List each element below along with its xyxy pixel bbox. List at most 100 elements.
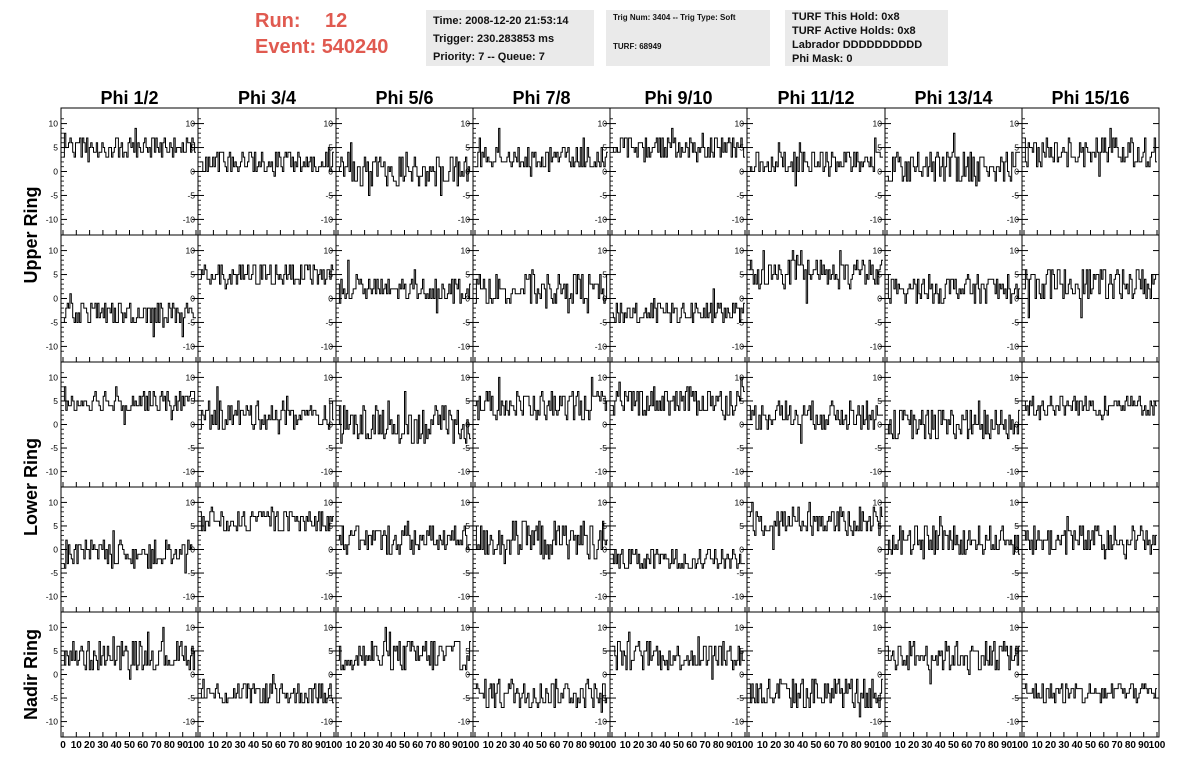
y-tick-label: 10 bbox=[1010, 119, 1020, 129]
y-tick-label: 10 bbox=[1010, 497, 1020, 507]
y-tick-label: 10 bbox=[49, 119, 59, 129]
y-tick-label: 0 bbox=[328, 167, 333, 177]
y-tick-label: -10 bbox=[870, 214, 883, 224]
y-tick-label: 10 bbox=[461, 497, 471, 507]
y-tick-label: 5 bbox=[53, 521, 58, 531]
waveform-panel: 10 5 0 -5 -10 bbox=[732, 107, 886, 236]
waveform-panel: 10 5 0 -5 -10 bbox=[458, 486, 611, 613]
y-tick-label: 10 bbox=[735, 246, 745, 256]
turf-text: TURF: 68949 bbox=[613, 42, 662, 51]
y-tick-label: -10 bbox=[458, 214, 471, 224]
x-tick-label: 80 bbox=[302, 740, 314, 751]
waveform-panel: 10 5 0 -5 -10 bbox=[321, 361, 474, 488]
y-tick-label: -5 bbox=[50, 317, 58, 327]
y-tick-label: 5 bbox=[328, 270, 333, 280]
panel-frame bbox=[60, 107, 199, 236]
y-tick-label: 5 bbox=[328, 521, 333, 531]
waveform-panel: 10 5 0 -5 -10 bbox=[870, 107, 1023, 236]
y-tick-label: 10 bbox=[49, 372, 59, 382]
panel-frame bbox=[609, 234, 748, 363]
waveform-trace bbox=[475, 127, 608, 177]
x-tick-label: 100 bbox=[463, 740, 480, 751]
y-tick-label: -5 bbox=[874, 317, 882, 327]
y-tick-label: 10 bbox=[324, 372, 334, 382]
x-tick-label: 60 bbox=[1098, 740, 1110, 751]
y-tick-label: -10 bbox=[595, 214, 608, 224]
waveform-panel: 10 5 0 -5 -10 bbox=[732, 486, 886, 613]
phi-column-label: Phi 11/12 bbox=[777, 88, 854, 108]
y-tick-label: -5 bbox=[187, 190, 195, 200]
panel-frame bbox=[60, 234, 199, 363]
waveform-panel: 10 5 0 -5 -10 bbox=[595, 611, 748, 738]
y-tick-label: -5 bbox=[187, 693, 195, 703]
waveform-trace bbox=[63, 127, 196, 163]
y-tick-label: -5 bbox=[874, 190, 882, 200]
waveform-trace bbox=[200, 147, 334, 177]
y-tick-label: 5 bbox=[53, 396, 58, 406]
ring-label: Nadir Ring bbox=[21, 629, 41, 720]
x-tick-label: 50 bbox=[948, 740, 960, 751]
waveform-panel: 10 5 0 -5 -10 bbox=[321, 611, 474, 738]
y-tick-label: 0 bbox=[328, 294, 333, 304]
x-tick-label: 50 bbox=[810, 740, 822, 751]
waveform-trace bbox=[63, 626, 196, 680]
y-tick-label: 5 bbox=[602, 396, 607, 406]
phi-column-label: Phi 7/8 bbox=[512, 88, 570, 108]
x-tick-label: 100 bbox=[326, 740, 343, 751]
y-tick-label: -5 bbox=[325, 443, 333, 453]
waveform-panel: 10 5 0 -5 -10 bbox=[595, 107, 748, 236]
x-tick-label: 10 bbox=[620, 740, 632, 751]
x-tick-label: 20 bbox=[908, 740, 920, 751]
x-tick-label: 50 bbox=[124, 740, 136, 751]
waveform-trace bbox=[1024, 683, 1157, 704]
y-tick-label: 5 bbox=[190, 646, 195, 656]
waveform-panel: 10 5 0 -5 -10 bbox=[46, 361, 199, 488]
waveform-trace bbox=[887, 400, 1020, 440]
waveform-panel: 10 5 0 -5 -10 bbox=[870, 234, 1023, 363]
y-tick-label: -5 bbox=[462, 317, 470, 327]
panel-frame bbox=[1021, 361, 1160, 488]
turf-this-hold-text: TURF This Hold: 0x8 bbox=[792, 11, 900, 23]
x-tick-label: 100 bbox=[188, 740, 205, 751]
waveform-panel: 10 5 0 -5 -10 bbox=[183, 107, 337, 236]
waveform-panel: 10 5 0 -5 -10 bbox=[870, 611, 1023, 738]
panel-frame bbox=[1021, 234, 1160, 363]
panel-frame bbox=[472, 361, 611, 488]
x-tick-label: 80 bbox=[851, 740, 863, 751]
y-tick-label: -10 bbox=[183, 341, 196, 351]
y-tick-label: -10 bbox=[870, 467, 883, 477]
panel-frame bbox=[197, 611, 337, 738]
y-tick-label: -5 bbox=[50, 693, 58, 703]
priority-text: Priority: 7 -- Queue: 7 bbox=[433, 51, 545, 63]
panel-frame bbox=[1021, 611, 1160, 738]
y-tick-label: -5 bbox=[736, 443, 744, 453]
y-tick-label: -5 bbox=[1011, 568, 1019, 578]
y-tick-label: -10 bbox=[183, 592, 196, 602]
x-tick-label: 40 bbox=[797, 740, 809, 751]
y-tick-label: 0 bbox=[877, 420, 882, 430]
y-tick-label: 0 bbox=[53, 670, 58, 680]
y-tick-label: 0 bbox=[877, 294, 882, 304]
phi-mask-text: Phi Mask: 0 bbox=[792, 53, 853, 65]
waveform-trace bbox=[475, 520, 608, 565]
waveform-panel: 10 5 0 -5 -10 bbox=[870, 361, 1023, 488]
y-tick-label: 5 bbox=[1014, 521, 1019, 531]
x-tick-label: 80 bbox=[713, 740, 725, 751]
y-tick-label: 0 bbox=[53, 294, 58, 304]
y-tick-label: 5 bbox=[190, 270, 195, 280]
y-tick-label: 5 bbox=[190, 521, 195, 531]
y-tick-label: -10 bbox=[595, 341, 608, 351]
y-tick-label: 10 bbox=[186, 372, 196, 382]
x-tick-label: 20 bbox=[770, 740, 782, 751]
x-tick-label: 30 bbox=[372, 740, 384, 751]
y-tick-label: 0 bbox=[1014, 545, 1019, 555]
y-tick-label: -10 bbox=[1007, 467, 1020, 477]
y-tick-label: 5 bbox=[739, 396, 744, 406]
y-tick-label: 10 bbox=[873, 119, 883, 129]
panel-frame bbox=[197, 234, 337, 363]
panel-frame bbox=[609, 611, 748, 738]
x-tick-label: 50 bbox=[1085, 740, 1097, 751]
panel-frame bbox=[746, 234, 886, 363]
x-tick-label: 90 bbox=[177, 740, 189, 751]
run-label: Run: bbox=[255, 10, 301, 32]
